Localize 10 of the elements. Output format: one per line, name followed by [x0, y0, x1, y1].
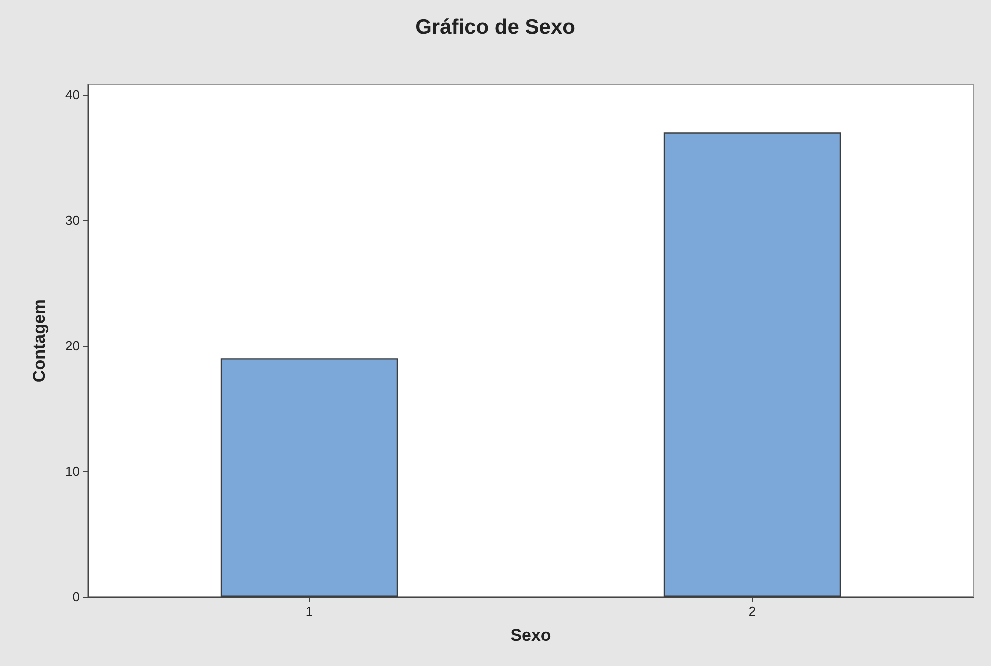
y-tick-label: 40	[66, 88, 80, 103]
y-tick-label: 0	[72, 590, 80, 604]
chart-title: Gráfico de Sexo	[416, 16, 576, 39]
x-tick-label: 1	[306, 604, 314, 619]
y-tick-label: 20	[66, 338, 80, 354]
x-tick-label: 2	[748, 604, 756, 619]
y-axis-title: Contagem	[30, 299, 49, 383]
y-tick-label: 30	[66, 213, 80, 228]
y-tick-label: 10	[66, 464, 80, 480]
x-axis-title: Sexo	[510, 626, 552, 645]
